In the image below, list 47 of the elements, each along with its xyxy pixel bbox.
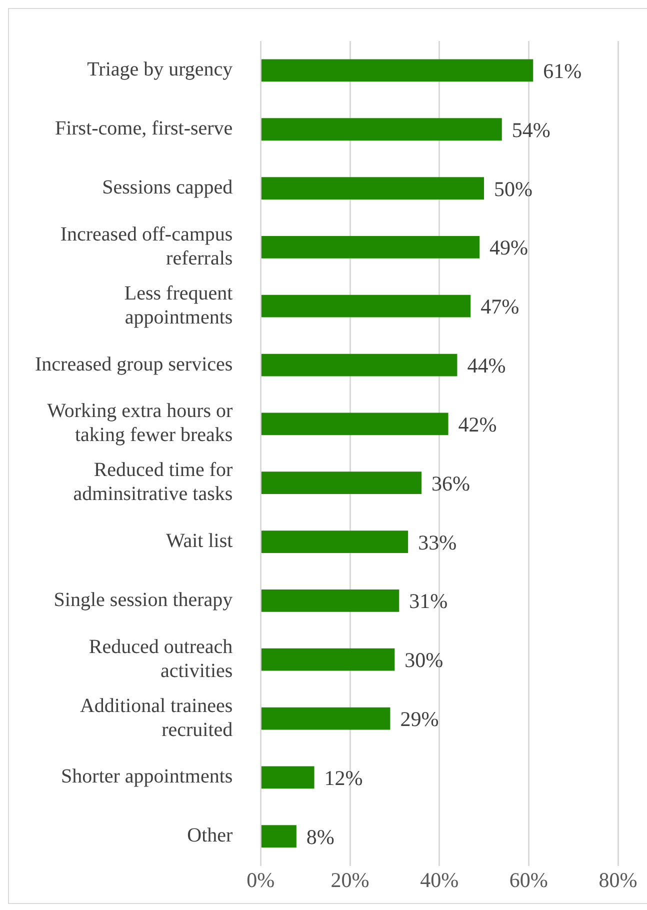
data-label: 33% (418, 530, 457, 554)
data-label: 50% (494, 176, 533, 201)
bar (261, 118, 502, 141)
data-label: 44% (467, 354, 506, 378)
bar (261, 412, 448, 436)
data-label: 31% (409, 589, 448, 614)
bar (261, 766, 314, 789)
y-tick-label: Increased group services (35, 353, 233, 376)
data-label: 12% (324, 766, 363, 790)
data-label: 49% (490, 236, 528, 260)
bar (261, 472, 422, 494)
x-tick-label: 60% (509, 868, 548, 892)
bar (261, 236, 480, 258)
data-label: 42% (458, 412, 497, 436)
y-tick-label: Sessions capped (102, 176, 233, 199)
y-tick-label: Reduced time for adminsitrative tasks (73, 459, 234, 506)
x-tick-label: 40% (420, 868, 459, 892)
data-label: 54% (512, 118, 550, 142)
y-tick-label: Single session therapy (54, 588, 233, 611)
data-label: 47% (480, 294, 520, 319)
bar (261, 589, 400, 612)
bar (261, 354, 458, 376)
y-tick-label: Working extra hours or taking fewer breaks (47, 400, 234, 446)
bar (261, 825, 296, 848)
bar (261, 294, 471, 318)
y-tick-label: Additional trainees recruited (80, 694, 233, 741)
data-label: 30% (404, 648, 444, 672)
x-tick-label: 0% (246, 868, 275, 892)
data-label: 36% (431, 471, 470, 496)
y-tick-label: Less frequent appointments (124, 282, 234, 328)
data-label: 29% (400, 707, 439, 732)
bar (261, 59, 534, 82)
x-tick-label: 80% (598, 868, 638, 892)
y-tick-label: Wait list (166, 530, 234, 552)
data-label: 8% (306, 824, 334, 849)
y-tick-label: First-come, first-serve (54, 118, 233, 140)
data-label: 61% (543, 58, 582, 83)
x-tick-label: 20% (330, 868, 370, 892)
bar (261, 177, 484, 200)
bar (261, 648, 395, 671)
y-tick-label: Other (187, 824, 234, 847)
y-tick-label: Triage by urgency (87, 58, 233, 81)
y-tick-label: Increased off-campus referrals (60, 223, 233, 270)
y-tick-label: Shorter appointments (61, 766, 233, 788)
y-tick-label: Reduced outreach activities (88, 636, 233, 682)
bar (261, 707, 390, 730)
bar (261, 530, 408, 553)
